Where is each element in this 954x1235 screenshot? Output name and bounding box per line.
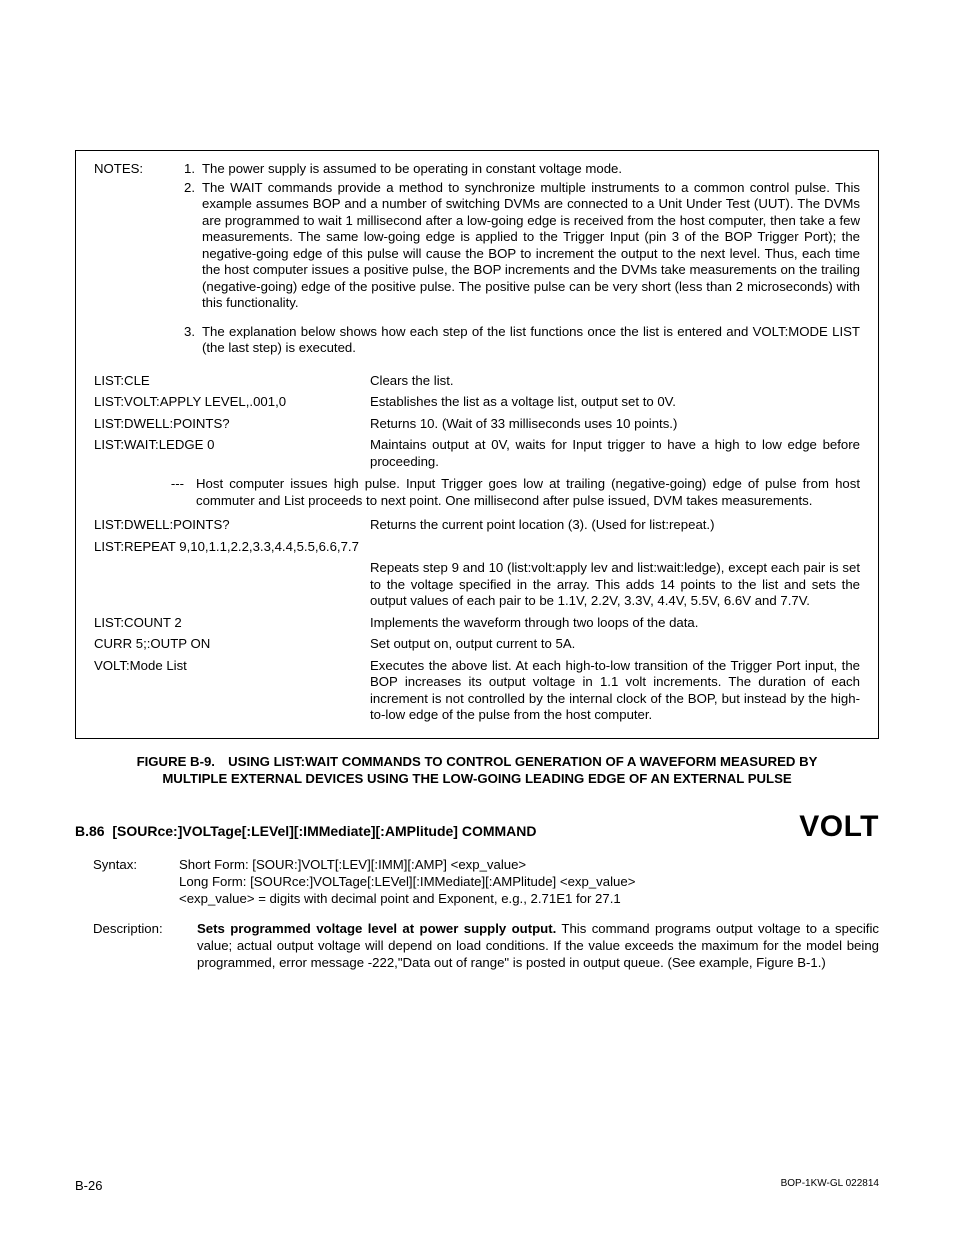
note-1-text: The power supply is assumed to be operat… (202, 161, 860, 178)
note-3-text: The explanation below shows how each ste… (202, 324, 860, 357)
cmd-row: LIST:WAIT:LEDGE 0 Maintains output at 0V… (94, 437, 860, 470)
section-header: B.86 [SOURce:]VOLTage[:LEVel][:IMMediate… (75, 810, 879, 844)
cmd-name: LIST:CLE (94, 373, 370, 390)
cmd-row: LIST:DWELL:POINTS? Returns the current p… (94, 517, 860, 534)
page-number: B-26 (75, 1178, 102, 1193)
command-table: LIST:CLE Clears the list. LIST:VOLT:APPL… (94, 373, 860, 724)
cmd-name: LIST:REPEAT 9,10,1.1,2.2,3.3,4.4,5.5,6.6… (94, 539, 860, 556)
cmd-desc: Executes the above list. At each high-to… (370, 658, 860, 724)
note-2-row: 2. The WAIT commands provide a method to… (94, 180, 860, 312)
cmd-name: LIST:VOLT:APPLY LEVEL,.001,0 (94, 394, 370, 411)
figure-caption-line1: FIGURE B-9. USING LIST:WAIT COMMANDS TO … (137, 754, 818, 769)
section-num: B.86 (75, 823, 105, 839)
cmd-name: LIST:DWELL:POINTS? (94, 517, 370, 534)
note-2-text: The WAIT commands provide a method to sy… (202, 180, 860, 312)
cmd-desc: Returns the current point location (3). … (370, 517, 860, 534)
figure-box: NOTES: 1. The power supply is assumed to… (75, 150, 879, 739)
cmd-row: LIST:CLE Clears the list. (94, 373, 860, 390)
cmd-dash-text: Host computer issues high pulse. Input T… (196, 476, 860, 509)
cmd-name: LIST:DWELL:POINTS? (94, 416, 370, 433)
note-1-row: NOTES: 1. The power supply is assumed to… (94, 161, 860, 178)
figure-caption-line2: MULTIPLE EXTERNAL DEVICES USING THE LOW-… (162, 771, 791, 786)
cmd-desc: Clears the list. (370, 373, 860, 390)
description-bold: Sets programmed voltage level at power s… (197, 921, 556, 936)
cmd-dash-row: --- Host computer issues high pulse. Inp… (94, 476, 860, 509)
description-block: Description: Sets programmed voltage lev… (75, 920, 879, 971)
section-title: B.86 [SOURce:]VOLTage[:LEVel][:IMMediate… (75, 823, 537, 839)
cmd-row: LIST:DWELL:POINTS? Returns 10. (Wait of … (94, 416, 860, 433)
syntax-line: <exp_value> = digits with decimal point … (179, 891, 621, 906)
cmd-desc: Set output on, output current to 5A. (370, 636, 860, 653)
cmd-desc: Establishes the list as a voltage list, … (370, 394, 860, 411)
syntax-block: Syntax: Short Form: [SOUR:]VOLT[:LEV][:I… (75, 856, 879, 907)
cmd-name: LIST:COUNT 2 (94, 615, 370, 632)
cmd-desc: Repeats step 9 and 10 (list:volt:apply l… (370, 560, 860, 610)
cmd-desc: Maintains output at 0V, waits for Input … (370, 437, 860, 470)
note-3-row: 3. The explanation below shows how each … (94, 324, 860, 357)
notes-label: NOTES: (94, 161, 184, 178)
syntax-label: Syntax: (75, 856, 179, 907)
cmd-row: Repeats step 9 and 10 (list:volt:apply l… (94, 560, 860, 610)
note-3-num: 3. (184, 324, 202, 357)
cmd-name: LIST:WAIT:LEDGE 0 (94, 437, 370, 470)
description-body: Sets programmed voltage level at power s… (197, 920, 879, 971)
cmd-dash-sym: --- (94, 476, 196, 509)
cmd-row: LIST:VOLT:APPLY LEVEL,.001,0 Establishes… (94, 394, 860, 411)
description-label: Description: (75, 920, 197, 971)
page-footer: B-26 BOP-1KW-GL 022814 (75, 1178, 879, 1193)
note-1-num: 1. (184, 161, 202, 178)
cmd-row: CURR 5;:OUTP ON Set output on, output cu… (94, 636, 860, 653)
cmd-desc: Returns 10. (Wait of 33 milliseconds use… (370, 416, 860, 433)
syntax-line: Long Form: [SOURce:]VOLTage[:LEVel][:IMM… (179, 874, 635, 889)
doc-id: BOP-1KW-GL 022814 (781, 1178, 879, 1193)
cmd-row: LIST:COUNT 2 Implements the waveform thr… (94, 615, 860, 632)
figure-caption: FIGURE B-9. USING LIST:WAIT COMMANDS TO … (75, 753, 879, 789)
section-title-text: [SOURce:]VOLTage[:LEVel][:IMMediate][:AM… (112, 823, 536, 839)
syntax-body: Short Form: [SOUR:]VOLT[:LEV][:IMM][:AMP… (179, 856, 879, 907)
section-keyword: VOLT (799, 810, 879, 844)
cmd-desc: Implements the waveform through two loop… (370, 615, 860, 632)
cmd-name: VOLT:Mode List (94, 658, 370, 724)
cmd-name: CURR 5;:OUTP ON (94, 636, 370, 653)
syntax-line: Short Form: [SOUR:]VOLT[:LEV][:IMM][:AMP… (179, 857, 526, 872)
cmd-row: VOLT:Mode List Executes the above list. … (94, 658, 860, 724)
note-2-num: 2. (184, 180, 202, 312)
page: NOTES: 1. The power supply is assumed to… (0, 0, 954, 1235)
